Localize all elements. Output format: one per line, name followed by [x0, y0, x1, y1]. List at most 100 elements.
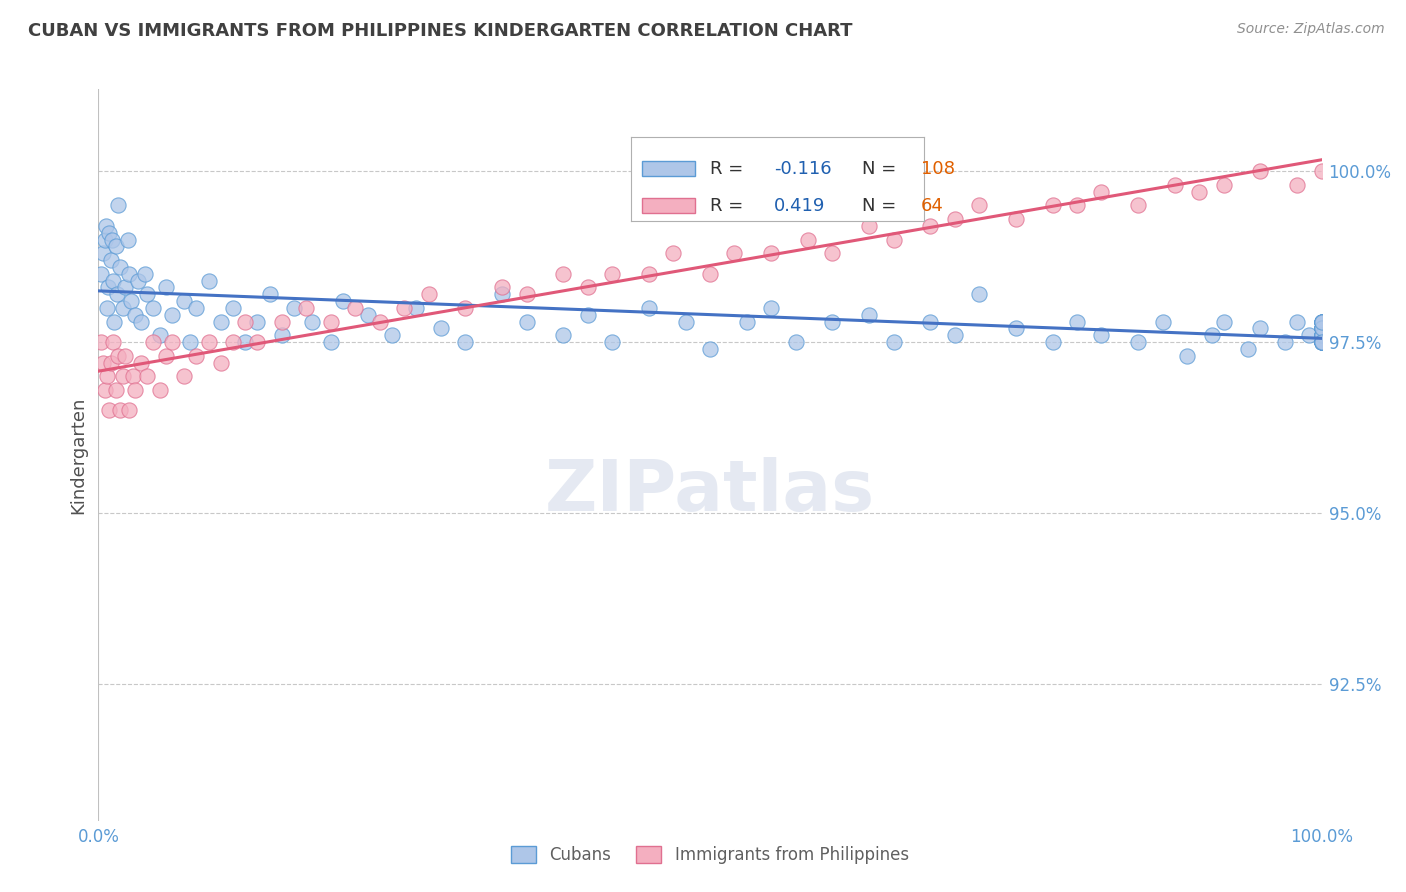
Point	[1237, 342, 1260, 356]
Point	[149, 328, 172, 343]
Point	[1310, 335, 1333, 350]
Point	[91, 356, 114, 370]
Point	[883, 335, 905, 350]
Point	[735, 315, 758, 329]
Point	[1310, 164, 1333, 178]
Point	[127, 274, 149, 288]
Point	[920, 219, 942, 233]
Point	[117, 233, 139, 247]
Point	[637, 267, 661, 281]
Point	[1310, 321, 1333, 335]
Point	[222, 301, 245, 315]
Point	[104, 383, 127, 397]
Point	[197, 274, 219, 288]
Point	[553, 328, 575, 343]
Point	[1090, 185, 1112, 199]
Point	[761, 301, 783, 315]
Point	[98, 403, 121, 417]
Point	[149, 383, 172, 397]
Point	[1310, 315, 1333, 329]
Point	[93, 383, 115, 397]
Point	[344, 301, 367, 315]
Point	[1310, 321, 1333, 335]
Point	[943, 328, 966, 343]
Point	[1274, 335, 1296, 350]
Point	[96, 369, 118, 384]
Point	[1250, 321, 1272, 335]
Point	[233, 335, 256, 350]
Point	[259, 287, 281, 301]
Point	[662, 246, 685, 260]
Text: 108: 108	[921, 160, 955, 178]
Point	[107, 198, 129, 212]
Point	[173, 369, 195, 384]
Point	[1310, 335, 1333, 350]
Point	[1066, 315, 1088, 329]
Point	[1310, 321, 1333, 335]
Point	[1090, 328, 1112, 343]
Point	[1310, 335, 1333, 350]
Point	[270, 315, 294, 329]
Point	[100, 253, 122, 268]
Point	[1152, 315, 1174, 329]
Point	[858, 219, 880, 233]
Point	[1310, 321, 1333, 335]
Point	[100, 356, 122, 370]
Point	[1310, 315, 1333, 329]
Point	[1042, 335, 1064, 350]
Point	[107, 349, 129, 363]
Point	[368, 315, 391, 329]
Point	[96, 301, 118, 315]
Point	[118, 267, 141, 281]
Point	[1212, 178, 1234, 192]
Point	[120, 294, 142, 309]
Point	[246, 315, 269, 329]
Point	[491, 287, 513, 301]
Point	[1310, 315, 1333, 329]
Point	[110, 260, 132, 274]
Point	[118, 403, 141, 417]
Point	[381, 328, 404, 343]
Point	[699, 267, 721, 281]
Point	[600, 267, 623, 281]
Point	[516, 287, 538, 301]
Point	[93, 233, 115, 247]
Point	[1310, 328, 1333, 343]
Point	[101, 274, 124, 288]
Point	[209, 356, 232, 370]
Point	[90, 267, 112, 281]
Point	[600, 335, 623, 350]
Point	[392, 301, 416, 315]
Point	[418, 287, 440, 301]
Point	[246, 335, 269, 350]
Point	[179, 335, 201, 350]
Point	[920, 315, 942, 329]
Text: 64: 64	[921, 197, 943, 215]
Point	[967, 287, 990, 301]
Point	[160, 335, 183, 350]
Point	[1310, 335, 1333, 350]
Point	[222, 335, 245, 350]
Text: 0.419: 0.419	[775, 197, 825, 215]
Point	[785, 335, 807, 350]
Point	[110, 403, 132, 417]
Point	[233, 315, 256, 329]
Text: -0.116: -0.116	[775, 160, 832, 178]
Point	[124, 383, 146, 397]
Point	[105, 287, 128, 301]
Point	[124, 308, 146, 322]
Point	[142, 335, 165, 350]
Point	[103, 315, 125, 329]
Point	[97, 280, 120, 294]
Point	[136, 369, 159, 384]
Point	[160, 308, 183, 322]
Text: R =: R =	[710, 160, 749, 178]
Point	[129, 356, 152, 370]
Point	[332, 294, 354, 309]
Point	[319, 335, 342, 350]
Text: ZIPatlas: ZIPatlas	[546, 457, 875, 526]
Point	[943, 212, 966, 227]
Point	[1212, 315, 1234, 329]
Point	[301, 315, 323, 329]
Point	[1310, 315, 1333, 329]
